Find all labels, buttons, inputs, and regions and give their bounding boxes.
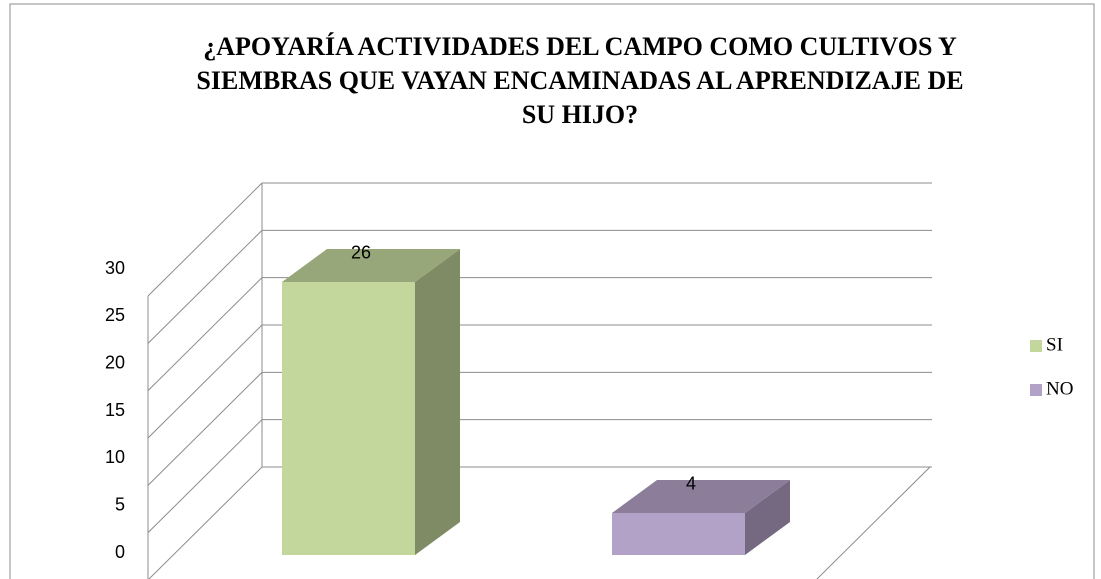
legend-swatch [1030,340,1042,352]
y-tick-label: 15 [105,400,125,420]
grid-line [147,324,932,439]
grid-line [147,229,932,344]
grid-line [147,371,932,486]
bar-face [282,282,415,555]
legend-label: SI [1046,334,1063,355]
frame [9,3,1095,579]
data-label: 4 [686,473,696,493]
floor [816,466,931,579]
legend-label: NO [1046,378,1073,399]
bar-face [612,513,745,555]
bar-side [415,249,460,555]
bar [282,249,460,555]
bar-top [282,249,460,282]
grid-line [148,466,932,579]
bar [612,480,790,555]
bar-side [745,480,790,555]
legend-swatch [1030,384,1042,396]
data-label: 26 [351,242,371,262]
grid-line [147,419,932,534]
y-tick-label: 25 [105,305,125,325]
y-tick-label: 30 [105,258,125,278]
grid-line [147,277,932,392]
y-tick-label: 5 [115,494,125,514]
bar-top [612,480,790,513]
y-tick-label: 0 [115,542,125,562]
y-tick-label: 10 [105,447,125,467]
chart-title: ¿APOYARÍA ACTIVIDADES DEL CAMPO COMO CUL… [196,32,964,129]
grid-line [147,182,932,297]
y-tick-label: 20 [105,352,125,372]
